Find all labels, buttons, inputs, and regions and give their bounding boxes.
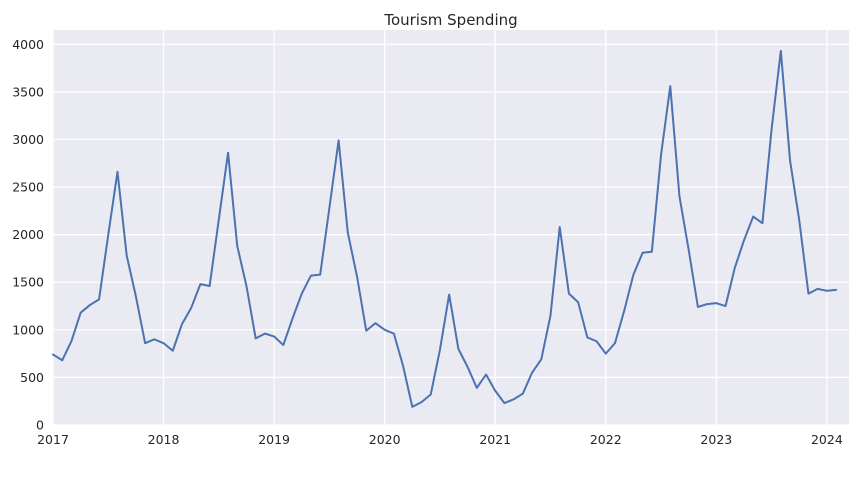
y-tick-label: 1500 [12, 275, 44, 290]
x-tick-label: 2019 [258, 432, 290, 447]
chart-title: Tourism Spending [383, 11, 517, 29]
y-tick-label: 500 [20, 370, 44, 385]
x-tick-label: 2017 [37, 432, 69, 447]
plot-area [53, 30, 849, 425]
y-tick-label: 4000 [12, 37, 44, 52]
y-tick-label: 2000 [12, 227, 44, 242]
y-tick-label: 0 [36, 418, 44, 433]
series-line [52, 49, 838, 408]
x-tick-label: 2020 [369, 432, 401, 447]
y-tick-label: 3500 [12, 84, 44, 99]
x-tick-label: 2018 [148, 432, 180, 447]
y-tick-label: 2500 [12, 180, 44, 195]
x-tick-label: 2022 [590, 432, 622, 447]
y-tick-label: 1000 [12, 322, 44, 337]
x-tick-label: 2023 [700, 432, 732, 447]
y-tick-label: 3000 [12, 132, 44, 147]
x-tick-label: 2021 [479, 432, 511, 447]
x-tick-label: 2024 [811, 432, 843, 447]
